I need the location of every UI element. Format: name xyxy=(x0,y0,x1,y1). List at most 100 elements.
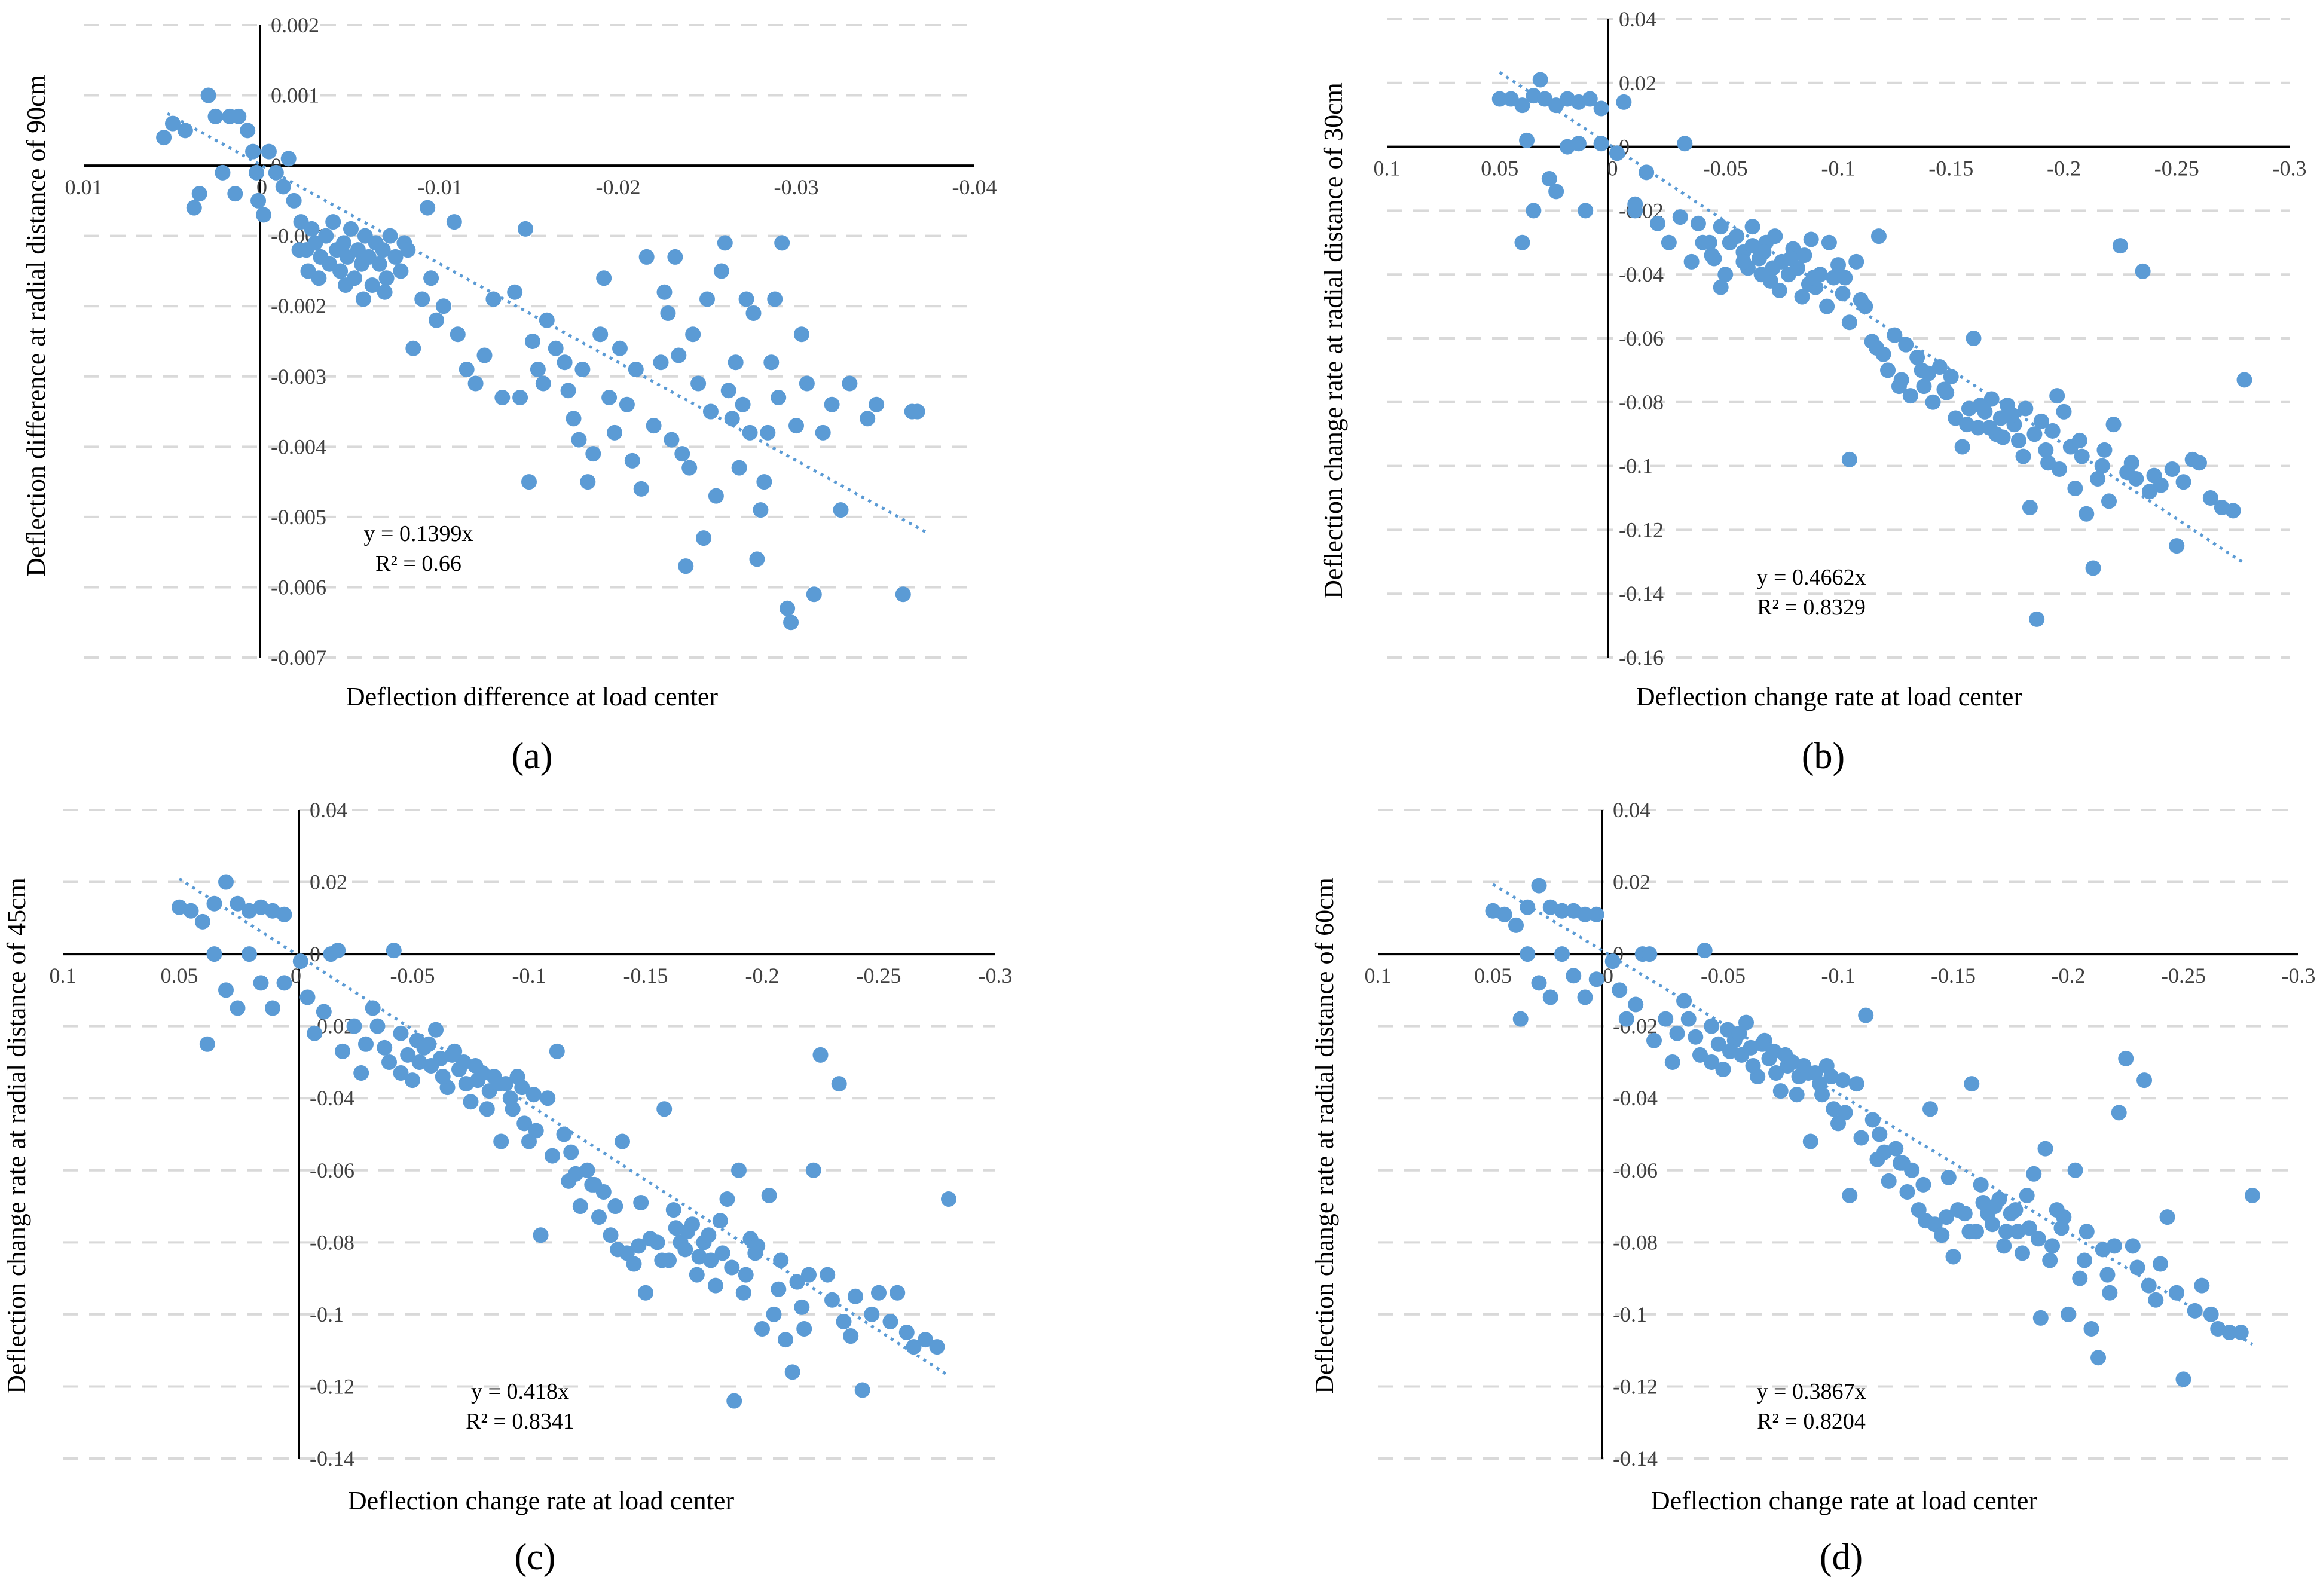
data-point xyxy=(1805,270,1821,286)
x-tick-label: -0.25 xyxy=(2154,157,2199,181)
data-point xyxy=(784,1364,800,1380)
data-point xyxy=(335,1043,350,1059)
data-point xyxy=(812,1047,829,1063)
data-point xyxy=(1646,1032,1662,1048)
data-point xyxy=(638,1285,653,1301)
data-point xyxy=(2044,423,2061,439)
data-point xyxy=(206,895,222,912)
data-point xyxy=(1713,219,1729,235)
data-point xyxy=(656,1101,673,1117)
data-point xyxy=(1690,215,1706,231)
x-tick-label: -0.25 xyxy=(857,964,901,987)
data-point xyxy=(365,1000,381,1016)
data-point xyxy=(1496,906,1512,922)
data-point xyxy=(1508,917,1524,933)
y-tick-label: -0.007 xyxy=(271,646,326,669)
x-tick-label: -0.01 xyxy=(418,175,463,199)
data-point xyxy=(854,1382,870,1398)
data-point xyxy=(276,906,292,922)
data-point xyxy=(1554,903,1570,919)
data-point xyxy=(1680,1011,1697,1027)
data-point xyxy=(1916,378,1932,395)
data-point xyxy=(561,1173,577,1189)
data-point xyxy=(638,249,655,265)
x-tick-label: 0 xyxy=(1603,964,1613,987)
data-point xyxy=(253,975,269,991)
data-point xyxy=(485,291,502,307)
data-point xyxy=(626,1256,642,1272)
data-point xyxy=(491,1076,507,1092)
x-tick-label: 0.1 xyxy=(1374,157,1401,181)
x-tick-label: 0.01 xyxy=(65,175,103,199)
data-point xyxy=(2148,1292,2164,1308)
data-point xyxy=(664,432,680,448)
data-point xyxy=(1683,253,1700,270)
x-tick-label: -0.1 xyxy=(1821,157,1856,181)
data-point xyxy=(749,551,765,567)
data-point xyxy=(2074,448,2090,464)
x-tick-label: 0.1 xyxy=(50,964,77,987)
y-tick-label: 0.04 xyxy=(1613,798,1650,822)
x-tick-label: 0.05 xyxy=(161,964,198,987)
data-point xyxy=(512,390,528,406)
data-point xyxy=(355,291,371,307)
x-tick-label: -0.1 xyxy=(512,964,546,987)
data-point xyxy=(1991,1191,2007,1207)
data-point xyxy=(1612,982,1628,998)
y-tick-label: 0.02 xyxy=(1619,71,1656,95)
data-point xyxy=(325,214,341,230)
data-point xyxy=(528,1123,544,1139)
panel-label: (b) xyxy=(1802,736,1845,776)
y-tick-label: -0.003 xyxy=(271,365,326,389)
data-point xyxy=(291,242,307,258)
data-point xyxy=(316,1004,332,1020)
y-tick-label: -0.16 xyxy=(1619,646,1664,669)
data-point xyxy=(726,1393,742,1409)
data-point xyxy=(842,375,858,392)
data-point xyxy=(738,1267,754,1283)
y-axis-title: Deflection change rate at radial distanc… xyxy=(1310,878,1339,1394)
data-point xyxy=(1826,270,1842,286)
data-point xyxy=(783,614,799,631)
data-point xyxy=(346,1018,362,1034)
data-point xyxy=(545,1148,560,1164)
data-point xyxy=(1688,1029,1704,1045)
data-point xyxy=(200,87,216,103)
data-point xyxy=(708,1277,723,1294)
data-point xyxy=(304,221,320,237)
data-point xyxy=(1814,1087,1830,1103)
data-point xyxy=(824,1292,840,1308)
data-point xyxy=(918,1332,933,1348)
data-point xyxy=(533,1227,549,1243)
x-tick-label: 0.05 xyxy=(1481,157,1518,181)
data-point xyxy=(195,913,210,930)
data-point xyxy=(1704,247,1720,264)
data-point xyxy=(941,1191,956,1207)
data-point xyxy=(1677,136,1693,152)
data-point xyxy=(860,411,876,427)
data-point xyxy=(250,192,267,209)
data-point xyxy=(318,228,334,244)
data-point xyxy=(393,263,409,279)
data-point xyxy=(671,347,687,363)
data-point xyxy=(824,396,840,412)
data-point xyxy=(539,312,555,328)
y-tick-label: 0.02 xyxy=(1613,870,1650,894)
data-point xyxy=(1904,1162,1920,1178)
data-point xyxy=(2221,1325,2238,1341)
data-point xyxy=(1821,234,1837,250)
data-point xyxy=(2105,417,2122,433)
data-point xyxy=(1745,1057,1761,1074)
data-point xyxy=(596,270,612,286)
data-point xyxy=(459,362,475,378)
data-point xyxy=(719,1191,735,1207)
data-point xyxy=(1899,1184,1915,1200)
data-point xyxy=(612,340,628,356)
data-point xyxy=(1514,97,1530,114)
data-point xyxy=(761,1187,777,1203)
data-point xyxy=(199,1036,215,1052)
data-point xyxy=(371,256,387,272)
data-point xyxy=(1577,906,1593,922)
data-point xyxy=(377,284,393,300)
data-point xyxy=(1909,350,1925,366)
